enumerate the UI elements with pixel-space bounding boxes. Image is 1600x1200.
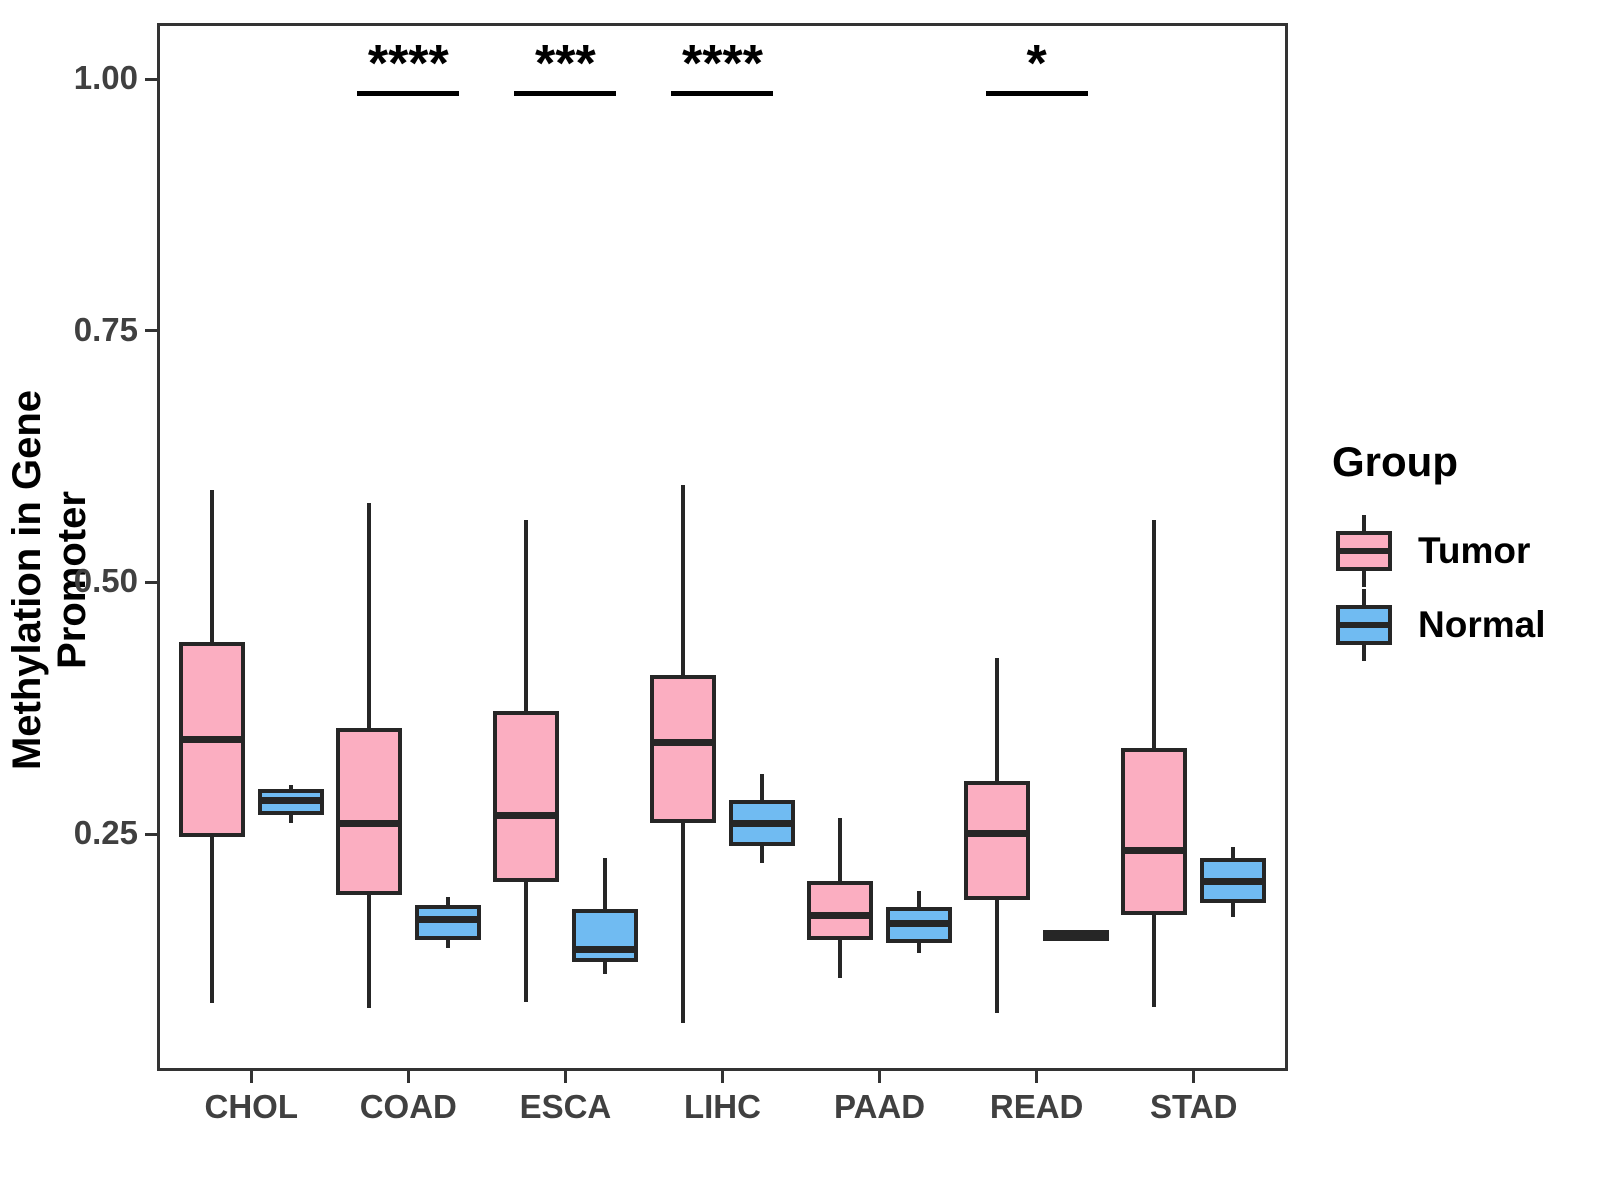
median-tumor-box-esca xyxy=(492,812,559,820)
y-tick-label: 0.25 xyxy=(73,814,138,852)
legend-label-tumor: Tumor xyxy=(1418,530,1531,571)
x-tick-label-coad: COAD xyxy=(359,1088,457,1125)
sig-bar-esca xyxy=(514,91,617,96)
y-tick-label: 0.50 xyxy=(73,562,138,600)
sig-bar-coad xyxy=(357,91,460,96)
iqr-tumor-box-esca xyxy=(492,711,559,883)
median-normal-box-paad xyxy=(886,920,953,928)
x-tick-mark xyxy=(720,1071,724,1083)
boxplot-glyph-tumor-icon xyxy=(1336,515,1392,587)
median-tumor-box-coad xyxy=(335,819,402,827)
median-tumor-box-lihc xyxy=(649,738,716,746)
x-tick-label-read: READ xyxy=(989,1088,1084,1125)
y-tick-mark xyxy=(145,832,157,836)
iqr-tumor-box-lihc xyxy=(649,675,716,823)
median-tumor-box-paad xyxy=(807,912,874,920)
y-tick-mark xyxy=(145,580,157,584)
legend-key-tumor: Tumor xyxy=(1328,514,1588,588)
glyph-median xyxy=(1336,622,1392,628)
sig-stars-esca: *** xyxy=(535,35,596,93)
median-tumor-box-stad xyxy=(1121,846,1188,854)
y-tick-mark xyxy=(145,329,157,333)
x-tick-label-stad: STAD xyxy=(1150,1088,1238,1125)
legend-label-normal: Normal xyxy=(1418,604,1546,645)
x-tick-label-chol: CHOL xyxy=(204,1088,298,1125)
x-tick-label-lihc: LIHC xyxy=(683,1088,761,1125)
x-tick-label-paad: PAAD xyxy=(834,1088,926,1125)
median-normal-box-coad xyxy=(414,916,481,924)
x-tick-label-esca: ESCA xyxy=(519,1088,612,1125)
legend-key-normal: Normal xyxy=(1328,588,1588,662)
median-normal-box-chol xyxy=(257,797,324,805)
legend: Group Tumor Normal xyxy=(1328,438,1588,662)
iqr-normal-box-esca xyxy=(571,908,638,962)
sig-stars-coad: **** xyxy=(367,35,449,93)
x-tick-mark xyxy=(878,1071,882,1083)
y-tick-label: 1.00 xyxy=(73,59,138,96)
x-tick-mark xyxy=(563,1071,567,1083)
plot-panel xyxy=(157,23,1288,1071)
iqr-tumor-box-read xyxy=(964,780,1031,900)
x-tick-mark xyxy=(406,1071,410,1083)
median-normal-box-read xyxy=(1043,930,1110,938)
y-tick-mark xyxy=(145,77,157,81)
boxplot-glyph-normal-icon xyxy=(1336,589,1392,661)
iqr-tumor-box-stad xyxy=(1121,747,1188,915)
sig-bar-read xyxy=(985,91,1088,96)
sig-stars-read: * xyxy=(1026,35,1047,93)
legend-title: Group xyxy=(1332,438,1458,485)
median-normal-box-lihc xyxy=(728,819,795,827)
glyph-median xyxy=(1336,548,1392,554)
median-normal-box-stad xyxy=(1200,877,1267,885)
median-tumor-box-read xyxy=(964,829,1031,837)
iqr-tumor-box-paad xyxy=(807,881,874,940)
x-tick-mark xyxy=(1035,1071,1039,1083)
iqr-tumor-box-coad xyxy=(335,728,402,896)
y-tick-label: 0.75 xyxy=(73,310,138,348)
x-tick-mark xyxy=(1192,1071,1196,1083)
sig-stars-lihc: **** xyxy=(682,35,763,93)
sig-bar-lihc xyxy=(671,91,774,96)
x-tick-mark xyxy=(249,1071,253,1083)
median-tumor-box-chol xyxy=(178,735,245,743)
median-normal-box-esca xyxy=(571,946,638,954)
